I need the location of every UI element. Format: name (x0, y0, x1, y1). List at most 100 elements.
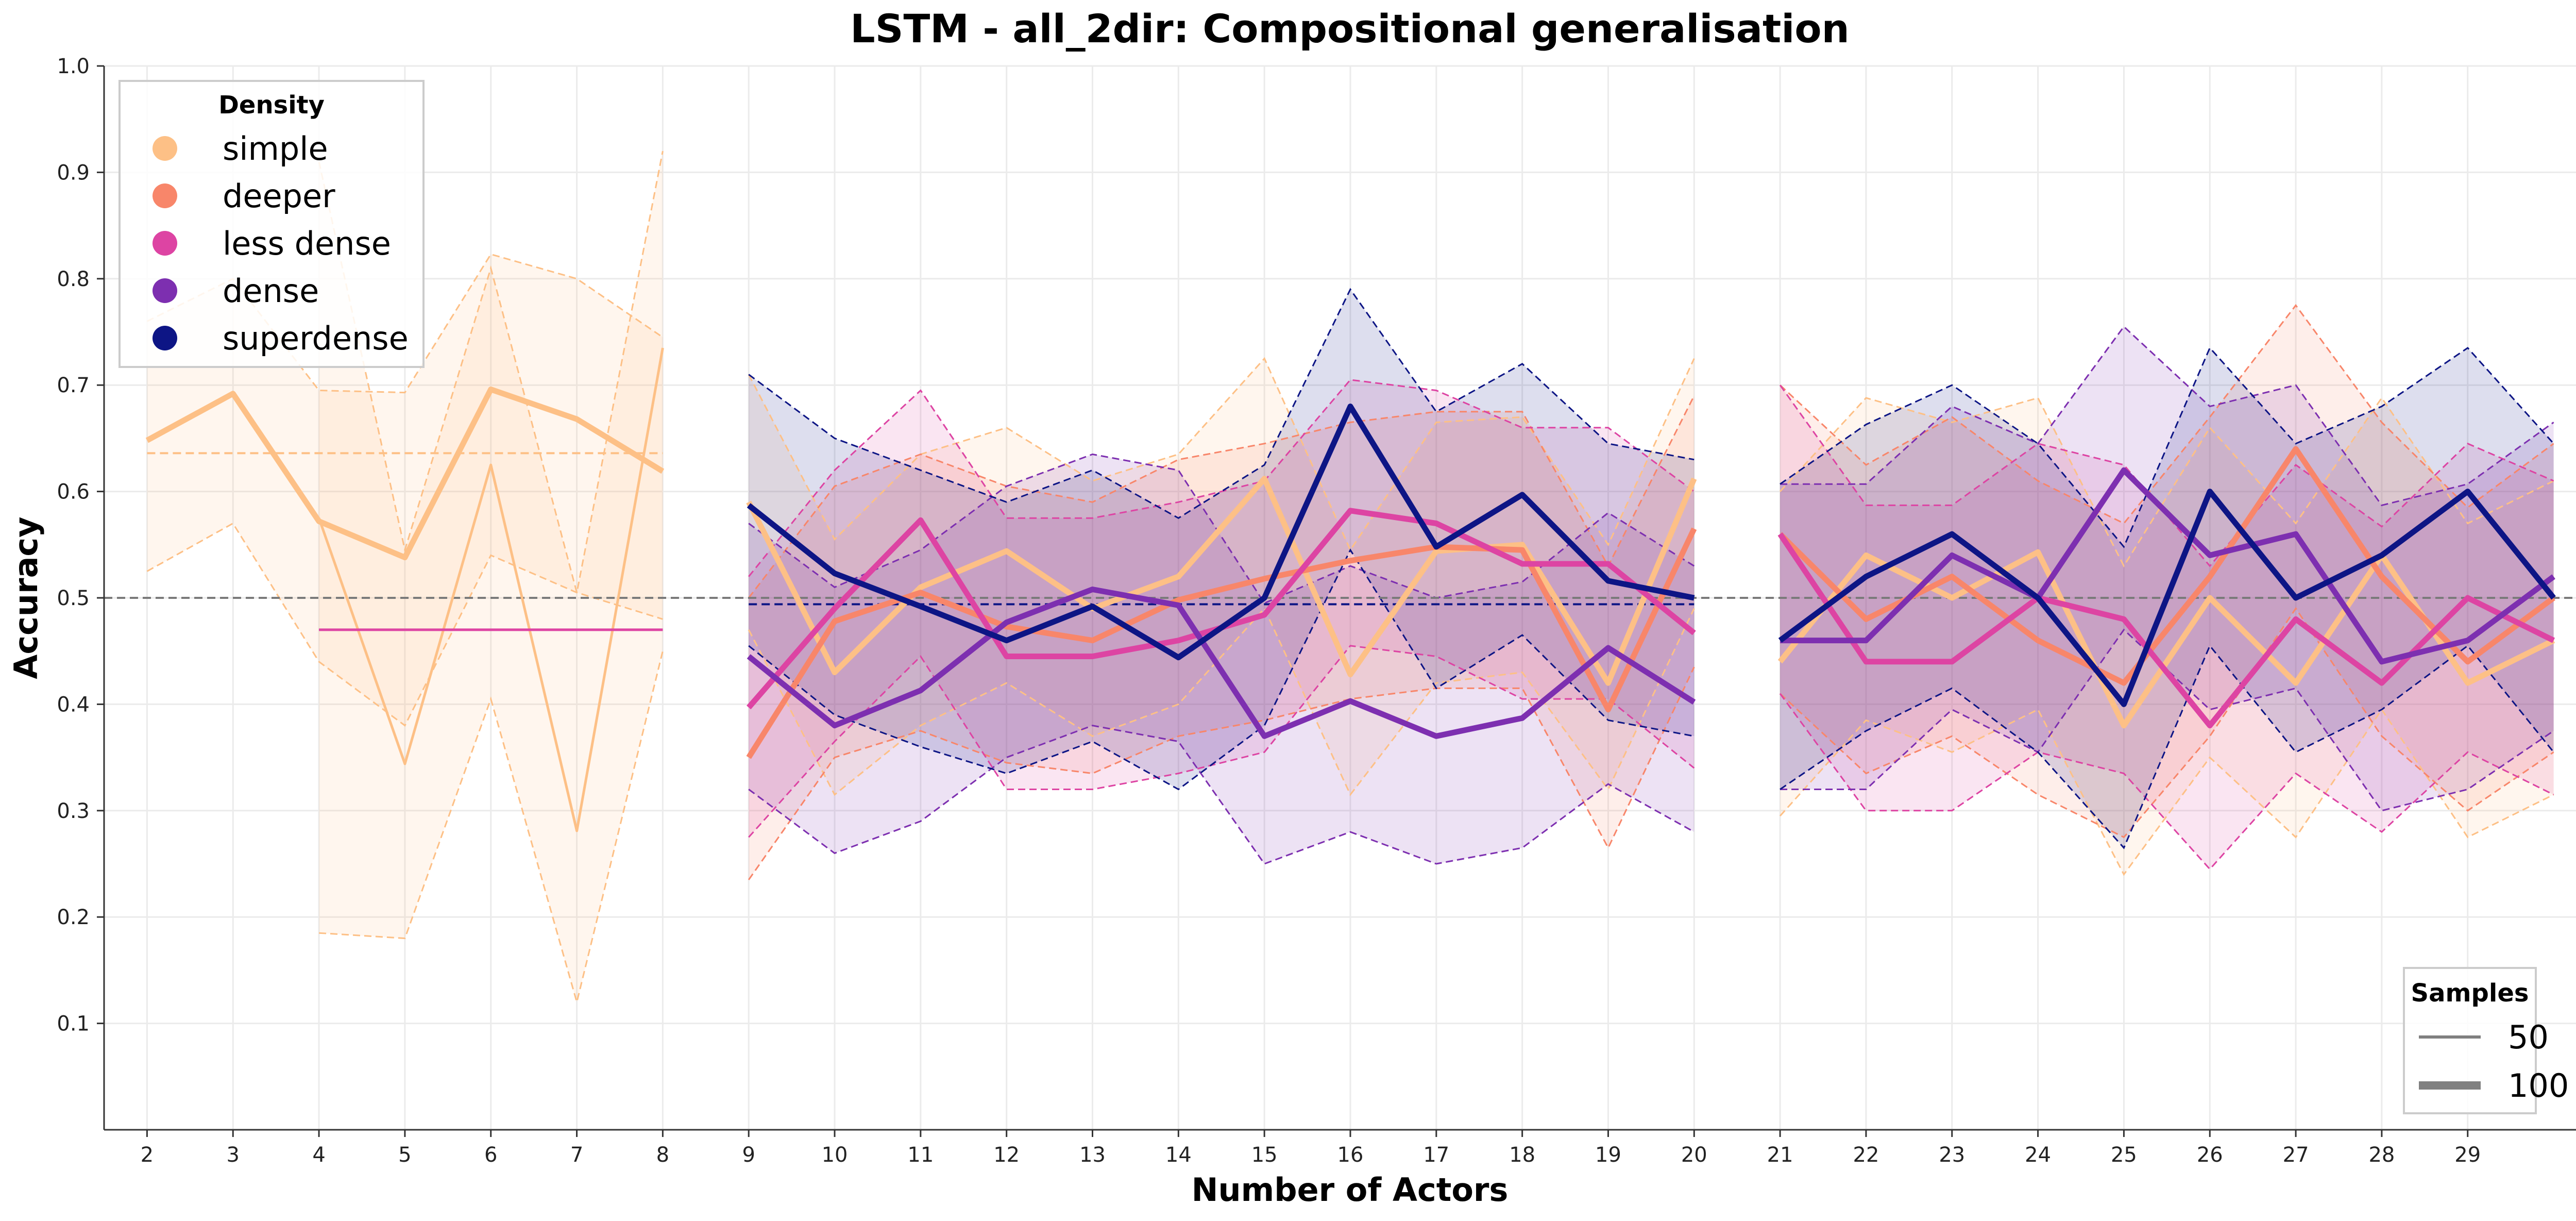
legend-label: dense (223, 272, 319, 310)
x-tick-label: 18 (1509, 1143, 1535, 1167)
x-tick-label: 16 (1337, 1143, 1364, 1167)
series-line-simple (145, 387, 665, 561)
x-tick-label: 12 (993, 1143, 1020, 1167)
band-upper-superdense (748, 288, 1694, 519)
band-upper-simple (318, 150, 664, 593)
legend-marker-simple (152, 136, 177, 161)
x-tick-label: 10 (822, 1143, 848, 1167)
band-upper-superdense (1780, 346, 2554, 548)
band-simple (1780, 398, 2554, 875)
band-lower-simple (1779, 708, 2554, 876)
x-tick-label: 9 (742, 1143, 755, 1167)
x-tick-label: 19 (1595, 1143, 1621, 1167)
series-line-superdense (1778, 489, 2556, 707)
x-tick-label: 7 (570, 1143, 583, 1167)
x-tick-label: 27 (2283, 1143, 2309, 1167)
x-tick-label: 14 (1165, 1143, 1192, 1167)
x-tick-label: 6 (484, 1143, 497, 1167)
series-line-deeper (746, 527, 1697, 759)
y-tick-label: 0.8 (57, 267, 90, 291)
band-upper-dense (1780, 325, 2554, 507)
band-lower-simple (319, 650, 664, 1006)
tick-labels: 2 3 4 5 6 7 8 9 10 11 12 13 14 15 16 17 18 19 20 21 22 23 24 25… (57, 55, 2481, 1167)
samples-legend-label: 50 (2508, 1018, 2549, 1056)
band-simple (319, 151, 663, 1002)
y-tick-label: 0.4 (57, 693, 90, 716)
y-tick-label: 0.1 (57, 1012, 90, 1036)
band-lower-dense (748, 725, 1695, 865)
band-deeper (1780, 305, 2554, 838)
x-tick-label: 11 (907, 1143, 934, 1167)
y-tick-label: 0.2 (57, 906, 90, 929)
legend-label: deeper (223, 177, 335, 215)
x-tick-label: 17 (1423, 1143, 1449, 1167)
series-lines (145, 347, 2556, 832)
x-tick-label: 22 (1853, 1143, 1879, 1167)
band-upper-deeper (1780, 304, 2554, 525)
series-line-simple (317, 347, 664, 832)
samples-legend-label: 100 (2508, 1067, 2569, 1105)
x-axis-title: Number of Actors (1192, 1171, 1509, 1209)
chart-title: LSTM - all_2dir: Compositional generalis… (850, 6, 1849, 52)
x-tick-label: 4 (312, 1143, 325, 1167)
band-dense (1780, 326, 2554, 811)
legend-marker-deeper (152, 183, 177, 208)
x-tick-label: 25 (2111, 1143, 2137, 1167)
legend-label: less dense (223, 225, 391, 262)
band-lower-simple (146, 522, 663, 727)
series-line-superdense (747, 404, 1695, 661)
x-tick-label: 8 (656, 1143, 669, 1167)
x-tick-label: 20 (1681, 1143, 1707, 1167)
x-tick-label: 2 (141, 1143, 154, 1167)
y-tick-label: 0.3 (57, 799, 90, 823)
density-legend-frame (118, 80, 425, 368)
density-legend: Density simple deeper less dense dense super… (118, 80, 425, 368)
samples-legend-title: Samples (2411, 979, 2529, 1008)
series-line-dense (747, 587, 1696, 739)
x-tick-label: 21 (1767, 1143, 1793, 1167)
x-tick-label: 28 (2368, 1143, 2395, 1167)
y-axis-title: Accuracy (7, 516, 45, 679)
y-tick-label: 0.7 (57, 374, 90, 397)
band-simple (749, 358, 1694, 795)
series-line-less-dense (1777, 532, 2555, 729)
band-lower-simple (748, 607, 1695, 796)
band-lower-superdense (1780, 644, 2554, 849)
x-tick-label: 5 (398, 1143, 411, 1167)
band-superdense (749, 289, 1694, 790)
density-legend-items: simple deeper less dense dense superdense (152, 130, 409, 357)
legend-label: superdense (223, 320, 409, 357)
x-tick-label: 3 (227, 1143, 240, 1167)
legend-label: simple (223, 130, 328, 168)
legend-marker-superdense (152, 326, 177, 350)
series-line-dense (1780, 467, 2555, 665)
band-lower-superdense (748, 548, 1694, 791)
legend-marker-less-dense (152, 231, 177, 256)
band-lower-deeper (748, 666, 1695, 880)
band-upper-deeper (748, 395, 1695, 598)
y-tick-label: 0.6 (57, 480, 90, 504)
density-legend-title: Density (218, 91, 325, 120)
band-lower-deeper (1780, 607, 2554, 839)
band-lower-less-dense (748, 645, 1695, 838)
band-lower-less-dense (1779, 693, 2554, 871)
x-tick-label: 26 (2197, 1143, 2223, 1167)
band-upper-less-dense (748, 379, 1695, 577)
y-tick-label: 0.5 (57, 587, 90, 610)
x-tick-label: 23 (1939, 1143, 1965, 1167)
band-edge-lines (146, 150, 2554, 1006)
x-tick-label: 24 (2025, 1143, 2051, 1167)
band-upper-simple (1779, 396, 2554, 568)
y-tick-label: 0.9 (57, 161, 90, 185)
x-tick-label: 15 (1251, 1143, 1278, 1167)
legend-marker-dense (152, 278, 177, 303)
y-tick-label: 1.0 (57, 55, 90, 78)
x-tick-label: 29 (2454, 1143, 2481, 1167)
x-tick-label: 13 (1079, 1143, 1106, 1167)
band-dense (749, 454, 1694, 864)
band-simple (147, 254, 663, 726)
